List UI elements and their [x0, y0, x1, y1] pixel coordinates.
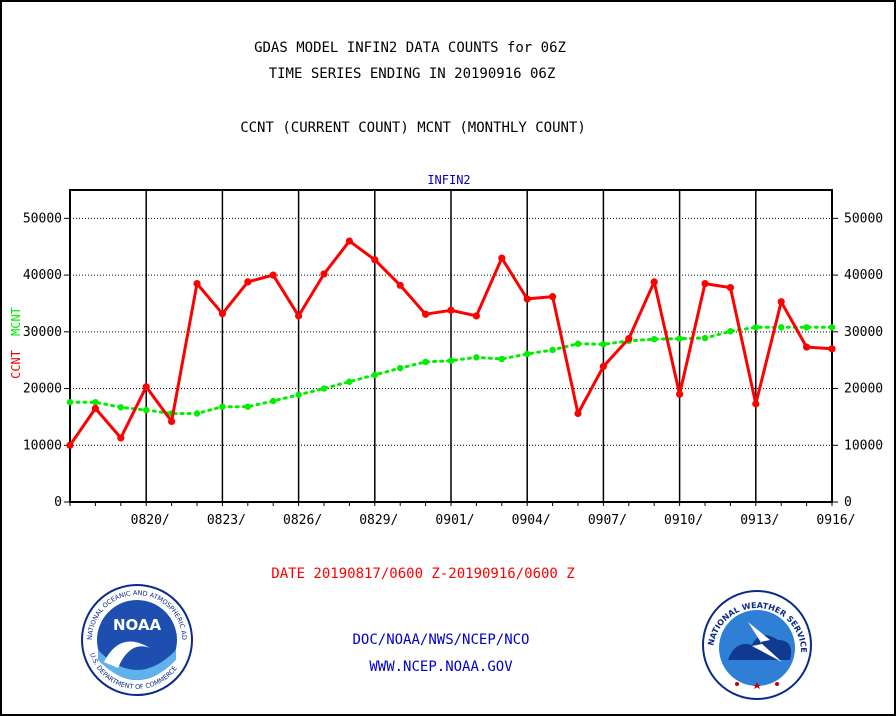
data-point-ccnt: [345, 237, 353, 245]
y-tick-label-right: 30000: [844, 325, 883, 340]
x-axis-date-label: DATE 20190817/0600 Z-20190916/0600 Z: [271, 566, 574, 582]
data-point-mcnt: [727, 328, 734, 335]
data-point-mcnt: [447, 357, 455, 364]
data-point-ccnt: [574, 409, 582, 418]
data-point-ccnt: [625, 335, 633, 343]
data-point-mcnt: [828, 324, 836, 331]
data-point-mcnt: [498, 355, 505, 363]
y-tick-label-left: 10000: [23, 438, 62, 453]
x-tick-labels: 0820/0823/0826/0829/0901/0904/0907/0910/…: [131, 513, 856, 528]
y-tick-label-left: 40000: [23, 268, 62, 283]
data-point-mcnt: [219, 403, 226, 410]
y-axis-label-mcnt: MCNT: [9, 307, 23, 336]
nws-logo: NATIONAL WEATHER SERVICE: [702, 590, 812, 700]
data-point-ccnt: [803, 343, 811, 351]
data-point-mcnt: [320, 385, 328, 392]
data-point-mcnt: [803, 324, 810, 331]
x-tick-label: 0916/: [816, 513, 855, 528]
x-tick-label: 0901/: [435, 513, 474, 528]
data-point-mcnt: [244, 403, 251, 410]
data-point-ccnt: [66, 441, 74, 449]
data-point-mcnt: [549, 346, 556, 354]
data-point-ccnt: [320, 270, 328, 278]
data-point-ccnt: [371, 256, 379, 264]
y-tick-label-right: 40000: [844, 268, 883, 283]
y-tick-label-right: 50000: [844, 211, 883, 226]
credit-line: DOC/NOAA/NWS/NCEP/NCO: [352, 632, 529, 648]
data-point-ccnt: [269, 271, 277, 279]
data-point-mcnt: [371, 371, 378, 379]
x-tick-label: 0904/: [512, 513, 551, 528]
y-tick-label-left: 30000: [23, 325, 62, 340]
data-point-mcnt: [346, 378, 353, 385]
y-tick-label-left: 50000: [23, 211, 62, 226]
data-point-ccnt: [218, 310, 226, 318]
data-point-mcnt: [752, 324, 759, 331]
data-point-ccnt: [295, 312, 303, 320]
data-point-ccnt: [676, 390, 684, 398]
data-point-ccnt: [599, 362, 608, 371]
data-point-ccnt: [396, 281, 404, 289]
series-layer: [66, 237, 836, 449]
data-point-mcnt: [66, 398, 74, 406]
data-point-ccnt: [91, 404, 99, 412]
data-point-ccnt: [828, 345, 836, 353]
data-point-ccnt: [650, 278, 658, 286]
y-tick-labels: 0 0 10000 10000 20000 20000 30000 30000 40000 400…: [23, 211, 883, 510]
y-tick-label-left: 20000: [23, 382, 62, 397]
data-point-ccnt: [244, 278, 252, 286]
data-point-mcnt: [270, 397, 277, 405]
data-point-ccnt: [752, 400, 760, 408]
data-point-mcnt: [676, 335, 683, 342]
chart-title-line-2: TIME SERIES ENDING IN 20190916 06Z: [269, 66, 556, 82]
data-point-mcnt: [422, 358, 429, 366]
y-tick-label-right: 10000: [844, 438, 883, 453]
plot-subtitle: INFIN2: [427, 173, 470, 187]
data-point-ccnt: [447, 306, 455, 314]
x-tick-label: 0829/: [359, 513, 398, 528]
data-point-mcnt: [701, 334, 709, 342]
data-point-ccnt: [193, 280, 201, 288]
data-point-mcnt: [193, 410, 201, 417]
x-tick-label: 0826/: [283, 513, 322, 528]
x-tick-label: 0910/: [664, 513, 703, 528]
data-point-ccnt: [523, 295, 531, 303]
x-tick-label: 0913/: [740, 513, 779, 528]
website-link[interactable]: WWW.NCEP.NOAA.GOV: [369, 659, 513, 675]
y-tick-label-right: 0: [844, 495, 852, 510]
x-tick-label: 0907/: [588, 513, 627, 528]
chart-title-line-1: GDAS MODEL INFIN2 DATA COUNTS for 06Z: [254, 40, 566, 56]
x-tick-label: 0820/: [131, 513, 170, 528]
noaa-logo-text: NOAA: [113, 616, 162, 634]
data-point-mcnt: [473, 354, 480, 361]
x-tick-label: 0823/: [207, 513, 246, 528]
data-point-mcnt: [600, 341, 607, 348]
data-point-ccnt: [422, 310, 430, 318]
data-point-ccnt: [142, 383, 150, 391]
data-point-ccnt: [168, 417, 176, 426]
data-point-ccnt: [498, 254, 506, 262]
data-point-mcnt: [651, 335, 658, 343]
data-point-mcnt: [778, 324, 785, 331]
y-tick-label-right: 20000: [844, 382, 883, 397]
data-point-mcnt: [574, 340, 582, 347]
data-point-mcnt: [92, 398, 99, 406]
data-point-mcnt: [117, 404, 125, 411]
y-tick-label-left: 0: [54, 495, 62, 510]
data-point-mcnt: [524, 350, 531, 358]
data-point-ccnt: [117, 434, 125, 442]
data-point-ccnt: [777, 298, 785, 306]
legend-description: CCNT (CURRENT COUNT) MCNT (MONTHLY COUNT…: [240, 120, 586, 136]
data-point-ccnt: [472, 312, 480, 320]
data-point-mcnt: [397, 364, 404, 372]
data-point-mcnt: [295, 391, 302, 398]
y-axis-label-ccnt: CCNT: [9, 350, 23, 379]
data-point-ccnt: [549, 293, 557, 301]
data-point-mcnt: [143, 406, 150, 414]
data-point-ccnt: [726, 283, 735, 292]
data-point-ccnt: [701, 280, 709, 288]
